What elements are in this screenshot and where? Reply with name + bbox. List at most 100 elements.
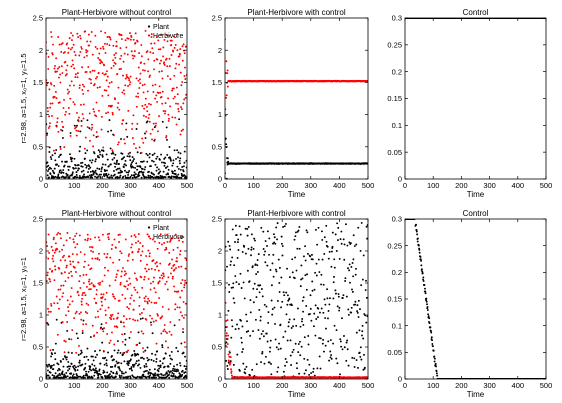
data-point [102, 47, 105, 50]
data-point [343, 346, 346, 349]
data-point [173, 285, 175, 288]
data-point [56, 233, 58, 236]
data-point [69, 153, 71, 156]
data-point [268, 361, 271, 364]
data-point [300, 345, 303, 348]
data-point [315, 274, 318, 277]
data-point [243, 297, 246, 300]
data-point [153, 368, 156, 371]
data-point [234, 328, 237, 331]
data-point [121, 152, 124, 155]
data-point [430, 331, 433, 334]
data-point [119, 250, 122, 253]
data-point [79, 130, 82, 133]
data-point [173, 268, 176, 271]
data-point [295, 324, 298, 327]
data-point [177, 265, 180, 268]
data-point [70, 287, 73, 289]
y-tick-label: 0.25 [387, 241, 402, 250]
data-point [54, 159, 57, 162]
data-point [236, 323, 238, 326]
data-point [151, 84, 154, 87]
data-point [67, 351, 70, 354]
data-point [140, 311, 143, 314]
data-point [336, 362, 339, 365]
data-point [283, 225, 286, 228]
data-point [106, 371, 109, 374]
data-point [76, 290, 79, 293]
data-point [302, 255, 305, 258]
data-point [90, 282, 93, 285]
data-point [146, 263, 148, 266]
data-point [264, 240, 267, 242]
data-point [73, 67, 76, 70]
data-point [109, 36, 111, 39]
data-point [79, 274, 82, 277]
data-point [153, 42, 156, 45]
data-point [179, 362, 181, 364]
data-point [426, 303, 428, 306]
data-point [135, 77, 138, 80]
data-point [128, 253, 131, 256]
data-point [242, 281, 245, 284]
data-point [47, 170, 49, 173]
data-point [322, 283, 325, 286]
data-point [58, 43, 61, 46]
data-point [346, 244, 349, 247]
data-point [89, 238, 92, 240]
data-point [425, 300, 428, 303]
data-point [128, 317, 131, 320]
data-point [273, 306, 276, 309]
data-point [180, 289, 183, 292]
data-point [118, 258, 121, 261]
data-point [84, 163, 87, 166]
data-point [433, 357, 436, 360]
data-point [60, 128, 62, 131]
data-point [153, 287, 156, 290]
data-point [46, 364, 48, 367]
data-point [74, 127, 77, 130]
data-point [274, 322, 276, 325]
data-point [65, 73, 68, 76]
data-point [277, 366, 280, 369]
data-point [415, 223, 417, 226]
data-point [246, 227, 249, 230]
data-point [141, 286, 144, 289]
data-point [94, 356, 97, 359]
data-point [116, 159, 119, 162]
data-point [153, 302, 156, 304]
data-point [141, 245, 144, 247]
data-point [325, 240, 328, 243]
data-point [138, 296, 141, 299]
data-point [178, 159, 181, 162]
data-point [327, 310, 330, 312]
data-point [319, 311, 321, 314]
data-point [313, 312, 316, 315]
data-point [315, 318, 318, 320]
data-point [123, 163, 126, 166]
data-point [76, 111, 78, 114]
data-point [133, 286, 136, 289]
data-point [422, 278, 424, 281]
data-point [225, 143, 228, 146]
data-point [119, 174, 122, 177]
data-point [154, 353, 157, 356]
data-point [48, 363, 51, 366]
data-point [250, 246, 253, 249]
data-point [177, 151, 180, 154]
data-point [91, 176, 94, 179]
data-point [303, 357, 306, 360]
data-point [289, 354, 292, 357]
data-point [76, 374, 78, 377]
data-point [355, 359, 358, 362]
data-point [69, 236, 71, 239]
data-point [76, 76, 79, 79]
data-point [163, 324, 166, 326]
y-tick-label: 0.25 [387, 40, 402, 49]
data-point [184, 78, 187, 80]
data-point [120, 38, 123, 40]
data-point [50, 304, 53, 307]
x-tick-label: 0 [403, 381, 407, 390]
